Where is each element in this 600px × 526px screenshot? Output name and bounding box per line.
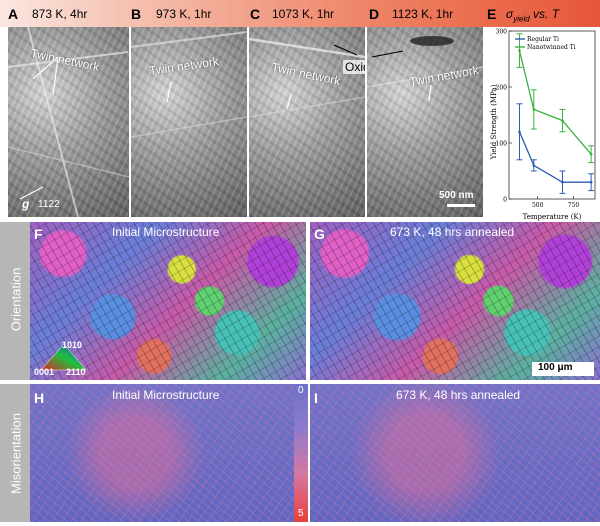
tem-image-d: Twin network 500 nm <box>367 27 483 217</box>
ipf-label-left: 0001 <box>34 367 55 377</box>
tem-d-lines <box>367 36 483 102</box>
panel-letter-b: B <box>131 6 142 22</box>
vs-t-text: vs. T <box>529 7 560 21</box>
data-point-1-2 <box>561 119 564 122</box>
tem-separator <box>129 27 131 217</box>
header-bar <box>0 0 600 27</box>
misorientation-colorbar <box>294 384 308 522</box>
tem-image-a: Twin network g 1122 <box>8 27 129 217</box>
y-tick-label-100: 100 <box>496 141 508 148</box>
tem-c-lines <box>249 37 365 118</box>
ipf-label-top: 1010 <box>62 340 83 350</box>
series-line-0 <box>518 131 592 183</box>
y-tick-label-200: 200 <box>496 85 508 92</box>
sigma-subscript: yield <box>513 14 530 24</box>
oxidation-label: Oxidation <box>343 60 365 74</box>
panel-label-a: 873 K, 4hr <box>32 7 88 21</box>
colorbar-tick-min: 5 <box>298 508 304 519</box>
panel-letter-c: C <box>250 6 261 22</box>
panel-label-e: σyield vs. T <box>506 7 559 23</box>
orientation-side-bar <box>0 222 30 380</box>
panel-title-h: Initial Microstructure <box>112 388 220 402</box>
panel-letter-f: F <box>34 226 43 242</box>
orientation-side-label: Orientation <box>8 267 24 332</box>
data-point-0-0 <box>518 130 521 134</box>
legend-nanotwinned: Nanotwinned Ti <box>527 44 576 51</box>
ipf-triangle <box>40 343 87 371</box>
misorientation-side-label: Misorientation <box>8 413 24 494</box>
yield-strength-chart: 0 100 200 300 500 750 Yield Strength (MPa) Te… <box>487 27 600 222</box>
tem-image-c: Twin network Oxidation <box>249 27 365 217</box>
misorientation-side-bar <box>0 384 30 522</box>
ebsd-map-f: F Initial Microstructure 1010 0001 2110 <box>30 222 306 380</box>
data-point-0-3 <box>589 180 593 184</box>
chart-legend: Regular Ti Nanotwinned Ti <box>515 36 576 51</box>
panel-label-b: 973 K, 1hr <box>156 7 212 21</box>
data-point-1-3 <box>589 152 593 156</box>
misorientation-map-h: H Initial Microstructure <box>30 384 294 522</box>
panel-letter-d: D <box>369 6 380 22</box>
x-tick-label-750: 750 <box>568 202 580 209</box>
panel-letter-e: E <box>487 6 497 22</box>
tem-separator <box>365 27 367 217</box>
tem-scale-bar <box>447 204 475 207</box>
ebsd-scale-label: 100 μm <box>538 362 573 373</box>
data-point-1-1 <box>532 108 536 111</box>
sigma-symbol: σ <box>506 7 514 21</box>
y-tick-label-0: 0 <box>503 197 507 204</box>
tem-scale-label: 500 nm <box>439 190 474 201</box>
x-axis-label: Temperature (K) <box>523 213 582 221</box>
panel-letter-i: I <box>314 390 318 406</box>
y-tick-label-300: 300 <box>496 29 508 36</box>
panel-letter-h: H <box>34 390 45 406</box>
panel-letter-g: G <box>314 226 325 242</box>
y-axis-label: Yield Strength (MPa) <box>490 84 498 160</box>
panel-title-g: 673 K, 48 hrs annealed <box>390 225 515 239</box>
g-index-label: 1122 <box>38 199 60 210</box>
tem-a-lines <box>8 27 129 217</box>
data-point-1-0 <box>518 49 521 52</box>
series-line-1 <box>518 50 592 155</box>
ebsd-map-g: G 673 K, 48 hrs annealed 100 μm <box>310 222 600 380</box>
data-point-0-2 <box>561 180 564 184</box>
x-tick-label-500: 500 <box>532 202 544 209</box>
misorientation-map-i: I 673 K, 48 hrs annealed <box>310 384 600 522</box>
chart-svg: 0 100 200 300 500 750 Yield Strength (MPa) Te… <box>490 29 596 221</box>
panel-letter-a: A <box>8 6 19 22</box>
tem-separator <box>247 27 249 217</box>
panel-label-c: 1073 K, 1hr <box>272 7 335 21</box>
colorbar-tick-max: 0 <box>298 385 304 396</box>
g-vector-label: g <box>22 197 30 211</box>
tem-image-b: Twin network <box>131 27 247 217</box>
ipf-label-right: 2110 <box>66 367 86 377</box>
panel-label-d: 1123 K, 1hr <box>392 7 454 21</box>
legend-regular: Regular Ti <box>527 36 559 43</box>
data-point-0-1 <box>532 164 536 167</box>
panel-title-f: Initial Microstructure <box>112 225 220 239</box>
panel-title-i: 673 K, 48 hrs annealed <box>396 388 521 402</box>
plot-area <box>508 30 596 200</box>
tem-b-lines <box>131 31 247 138</box>
